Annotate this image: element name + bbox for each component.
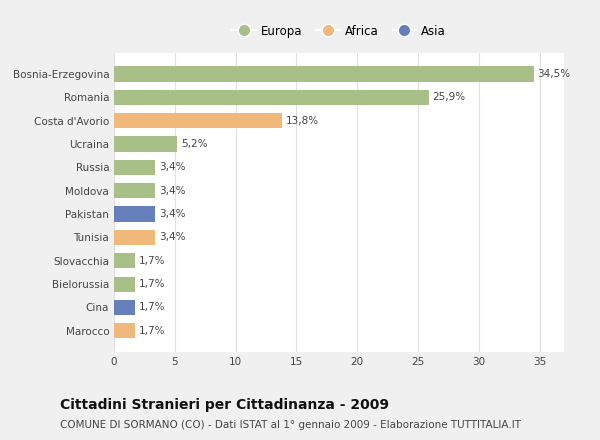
Text: COMUNE DI SORMANO (CO) - Dati ISTAT al 1° gennaio 2009 - Elaborazione TUTTITALIA: COMUNE DI SORMANO (CO) - Dati ISTAT al 1…	[60, 420, 521, 430]
Bar	[114, 183, 155, 198]
Bar	[114, 160, 155, 175]
Text: 3,4%: 3,4%	[159, 209, 185, 219]
Text: 1,7%: 1,7%	[139, 279, 165, 289]
Bar	[114, 113, 282, 128]
Bar	[114, 253, 134, 268]
Text: 3,4%: 3,4%	[159, 232, 185, 242]
Text: 1,7%: 1,7%	[139, 256, 165, 266]
Text: 3,4%: 3,4%	[159, 186, 185, 196]
Text: 1,7%: 1,7%	[139, 326, 165, 336]
Bar	[114, 136, 177, 152]
Text: 5,2%: 5,2%	[181, 139, 208, 149]
Text: Cittadini Stranieri per Cittadinanza - 2009: Cittadini Stranieri per Cittadinanza - 2…	[60, 398, 389, 412]
Text: 25,9%: 25,9%	[433, 92, 466, 103]
Legend: Europa, Africa, Asia: Europa, Africa, Asia	[227, 20, 451, 42]
Bar	[114, 206, 155, 222]
Bar	[114, 276, 134, 292]
Bar	[114, 230, 155, 245]
Text: 3,4%: 3,4%	[159, 162, 185, 172]
Bar	[114, 90, 429, 105]
Bar	[114, 300, 134, 315]
Bar	[114, 66, 533, 81]
Text: 34,5%: 34,5%	[537, 69, 571, 79]
Text: 1,7%: 1,7%	[139, 302, 165, 312]
Text: 13,8%: 13,8%	[286, 116, 319, 126]
Bar	[114, 323, 134, 338]
